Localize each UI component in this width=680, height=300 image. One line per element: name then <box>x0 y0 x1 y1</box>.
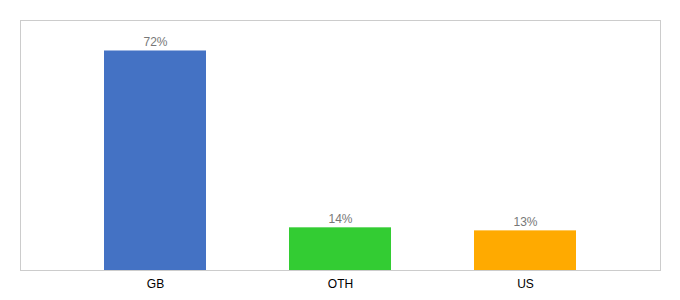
svg-text:72%: 72% <box>143 35 167 49</box>
svg-text:14%: 14% <box>328 212 352 226</box>
svg-text:GB: GB <box>147 277 164 291</box>
svg-text:13%: 13% <box>513 215 537 229</box>
svg-text:US: US <box>517 277 534 291</box>
svg-text:OTH: OTH <box>328 277 353 291</box>
